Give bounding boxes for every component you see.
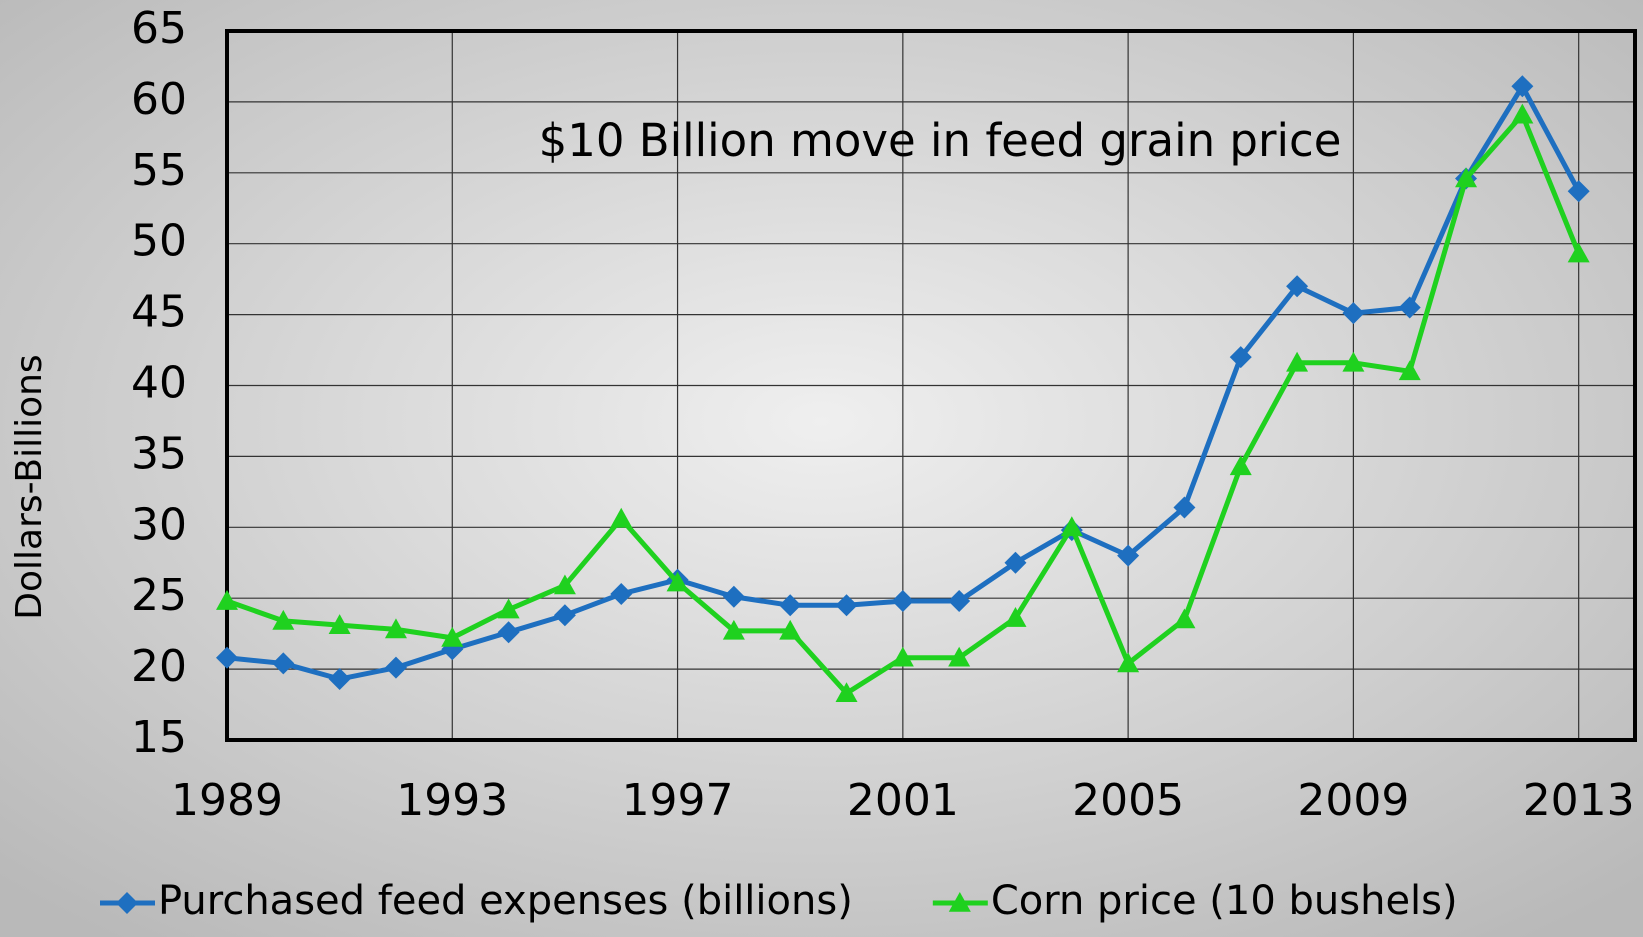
x-tick-label: 2005 — [1072, 775, 1184, 826]
data-point — [891, 646, 914, 667]
data-point — [779, 619, 802, 640]
data-point — [1342, 302, 1365, 325]
x-tick-label: 2001 — [847, 775, 959, 826]
data-point — [1004, 607, 1027, 627]
x-tick-label: 2009 — [1297, 775, 1409, 826]
data-point — [553, 604, 576, 627]
data-point — [1117, 544, 1140, 567]
plot-frame — [225, 29, 1637, 742]
data-point — [384, 618, 407, 639]
y-tick-label: 45 — [131, 287, 187, 338]
y-axis-label: Dollars-Billions — [9, 354, 50, 619]
data-point — [497, 621, 520, 644]
annotation: $10 Billion move in feed grain price — [539, 114, 1342, 167]
x-tick-label: 2013 — [1523, 775, 1635, 826]
y-tick-label: 50 — [131, 216, 187, 267]
data-point — [272, 652, 295, 675]
data-point — [1455, 167, 1478, 188]
data-point — [1567, 180, 1590, 203]
y-tick-label: 20 — [131, 641, 187, 692]
data-point — [497, 598, 520, 619]
data-point — [1286, 351, 1309, 372]
x-tick-label: 1989 — [171, 775, 283, 826]
data-point — [948, 646, 971, 667]
y-tick-label: 40 — [131, 358, 187, 409]
data-point — [1511, 103, 1534, 124]
data-point — [610, 507, 633, 528]
data-point — [666, 571, 689, 592]
data-point — [1117, 652, 1140, 673]
data-point — [1229, 455, 1252, 476]
data-point — [722, 619, 745, 640]
data-point — [1286, 275, 1309, 298]
legend-label: Corn price (10 bushels) — [991, 878, 1458, 924]
y-tick-label: 60 — [131, 74, 187, 125]
data-point — [1173, 608, 1196, 629]
data-point — [1173, 496, 1196, 519]
legend-marker — [116, 892, 138, 914]
data-point — [216, 590, 238, 610]
legend-marker — [948, 892, 971, 912]
y-tick-label: 15 — [131, 712, 187, 763]
data-point — [1004, 551, 1027, 574]
data-point — [272, 609, 295, 630]
y-tick-label: 55 — [131, 145, 187, 196]
data-point — [328, 668, 351, 691]
y-tick-label: 30 — [131, 499, 187, 550]
data-point — [1398, 296, 1421, 319]
data-point — [1229, 346, 1252, 369]
data-point — [553, 574, 576, 595]
data-point — [1398, 360, 1421, 381]
data-point — [1511, 75, 1534, 98]
data-point — [835, 594, 858, 617]
data-point — [216, 646, 238, 669]
legend-label: Purchased feed expenses (billions) — [158, 878, 853, 924]
data-point — [722, 585, 745, 608]
data-point — [328, 614, 351, 634]
x-tick-label: 1997 — [622, 775, 734, 826]
data-point — [1567, 242, 1590, 263]
data-point — [835, 682, 858, 703]
x-tick-label: 1993 — [396, 775, 508, 826]
y-tick-label: 65 — [131, 3, 187, 54]
data-point — [441, 626, 464, 647]
data-point — [1060, 516, 1083, 537]
data-point — [610, 582, 633, 605]
y-tick-label: 25 — [131, 570, 187, 621]
y-tick-label: 35 — [131, 428, 187, 479]
data-point — [779, 594, 802, 617]
data-point — [891, 590, 914, 613]
data-point — [1342, 351, 1365, 372]
data-point — [384, 656, 407, 679]
data-point — [948, 590, 971, 613]
